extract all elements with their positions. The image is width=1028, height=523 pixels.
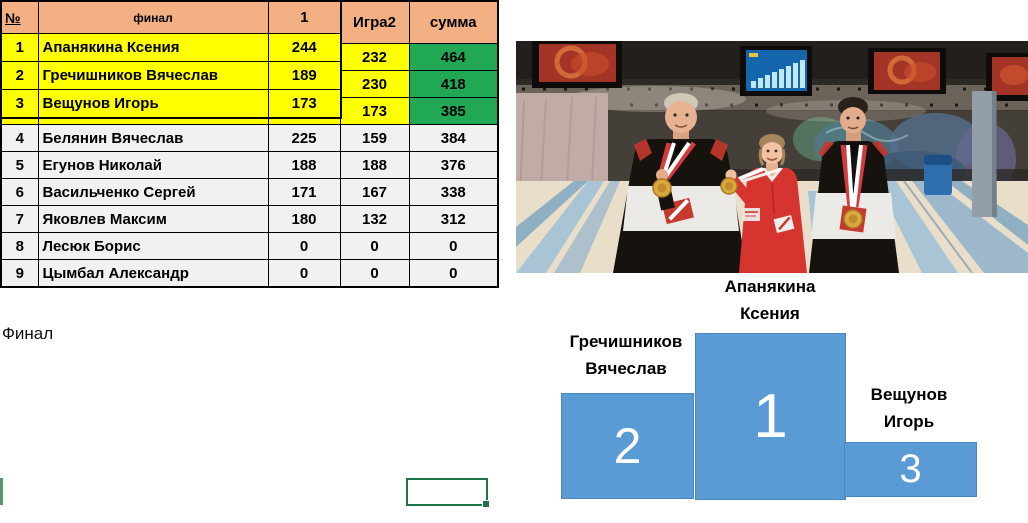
medalist-center xyxy=(720,134,807,273)
red-monitor-center xyxy=(868,48,946,94)
table-row: 8 Лесюк Борис 0 0 0 xyxy=(0,232,499,260)
cell-player[interactable]: Апанякина Ксения xyxy=(37,33,269,62)
cell-game2[interactable]: 173 xyxy=(339,97,410,125)
table-row: 4 Белянин Вячеслав 225 159 384 xyxy=(0,124,499,152)
cell-rank[interactable]: 8 xyxy=(0,232,39,260)
cell-sum[interactable]: 384 xyxy=(408,124,499,152)
final-section-label: Финал xyxy=(2,324,54,343)
medalist-left xyxy=(613,93,747,273)
cell-player[interactable]: Егунов Николай xyxy=(37,151,269,179)
cell-game2[interactable]: 159 xyxy=(339,124,410,152)
podium-rank-3: 3 xyxy=(899,447,922,491)
cell-player[interactable]: Васильченко Сергей xyxy=(37,178,269,206)
podium-first-line1: Апанякина xyxy=(724,277,816,296)
header-game2[interactable]: Игра2 xyxy=(339,0,410,44)
cell-rank[interactable]: 1 xyxy=(0,33,39,62)
podium-third-line2: Игорь xyxy=(883,412,935,431)
cell-rank[interactable]: 3 xyxy=(0,89,39,119)
cell-game1[interactable]: 188 xyxy=(267,151,341,179)
cell-game1[interactable]: 225 xyxy=(267,124,341,152)
podium-rank-2: 2 xyxy=(613,418,642,474)
red-monitor-left xyxy=(532,41,622,88)
podium-label-third: Вещунов Игорь xyxy=(829,381,989,435)
cell-player[interactable]: Белянин Вячеслав xyxy=(37,124,269,152)
cell-rank[interactable]: 6 xyxy=(0,178,39,206)
table-row: 7 Яковлев Максим 180 132 312 xyxy=(0,205,499,233)
podium-label-second: Гречишников Вячеслав xyxy=(546,328,706,382)
cell-player[interactable]: Гречишников Вячеслав xyxy=(37,61,269,90)
cell-score[interactable]: 189 xyxy=(267,61,342,90)
final-table: № финал 1 1 Апанякина Ксения 244 2 Гречи… xyxy=(0,0,342,119)
cell-game2[interactable]: 232 xyxy=(339,43,410,71)
cell-game2[interactable]: 132 xyxy=(339,205,410,233)
cell-sum[interactable]: 0 xyxy=(408,232,499,260)
cell-game2[interactable]: 188 xyxy=(339,151,410,179)
blue-score-monitor xyxy=(740,46,812,96)
cell-game1[interactable]: 0 xyxy=(267,232,341,260)
cell-score[interactable]: 173 xyxy=(267,89,342,119)
podium-label-first: Апанякина Ксения xyxy=(670,273,870,327)
active-cell-selection[interactable] xyxy=(406,478,490,508)
podium-second-line2: Вячеслав xyxy=(585,359,667,378)
cell-game2[interactable]: 0 xyxy=(339,259,410,288)
cell-sum[interactable]: 0 xyxy=(408,259,499,288)
cell-score[interactable]: 244 xyxy=(267,33,342,62)
winners-photo[interactable] xyxy=(516,41,1028,273)
podium-block-first[interactable]: 1 xyxy=(695,333,846,500)
podium-rank-1: 1 xyxy=(753,382,788,451)
cell-player[interactable]: Цымбал Александр xyxy=(37,259,269,288)
cell-rank[interactable]: 2 xyxy=(0,61,39,90)
cell-player[interactable]: Вещунов Игорь xyxy=(37,89,269,119)
cell-sum[interactable]: 338 xyxy=(408,178,499,206)
header-game1[interactable]: 1 xyxy=(267,0,342,34)
cell-rank[interactable]: 5 xyxy=(0,151,39,179)
cell-game2[interactable]: 230 xyxy=(339,70,410,98)
podium-block-third[interactable]: 3 xyxy=(844,442,977,497)
cell-rank[interactable]: 7 xyxy=(0,205,39,233)
table-row: 1 Апанякина Ксения 244 xyxy=(0,33,342,62)
podium-block-second[interactable]: 2 xyxy=(561,393,694,499)
cell-game2[interactable]: 0 xyxy=(339,232,410,260)
table-row: 5 Егунов Николай 188 188 376 xyxy=(0,151,499,179)
podium-second-line1: Гречишников xyxy=(569,332,683,351)
cell-sum[interactable]: 418 xyxy=(408,70,499,98)
cell-player[interactable]: Лесюк Борис xyxy=(37,232,269,260)
medalist-right xyxy=(809,97,899,273)
podium-third-line1: Вещунов xyxy=(870,385,948,404)
cell-game1[interactable]: 171 xyxy=(267,178,341,206)
cell-player[interactable]: Яковлев Максим xyxy=(37,205,269,233)
partial-selection-edge xyxy=(0,478,3,505)
cell-game1[interactable]: 0 xyxy=(267,259,341,288)
final-header-row: № финал 1 xyxy=(0,0,342,34)
cell-rank[interactable]: 9 xyxy=(0,259,39,288)
header-sum[interactable]: сумма xyxy=(408,0,499,44)
cell-game2[interactable]: 167 xyxy=(339,178,410,206)
cell-game1[interactable]: 180 xyxy=(267,205,341,233)
cell-sum[interactable]: 385 xyxy=(408,97,499,125)
fill-handle[interactable] xyxy=(482,500,490,508)
cell-sum[interactable]: 376 xyxy=(408,151,499,179)
podium-first-line2: Ксения xyxy=(740,304,800,323)
header-stage[interactable]: финал xyxy=(37,0,269,34)
cell-rank[interactable]: 4 xyxy=(0,124,39,152)
table-row: 6 Васильченко Сергей 171 167 338 xyxy=(0,178,499,206)
table-row: 3 Вещунов Игорь 173 xyxy=(0,89,342,119)
cell-sum[interactable]: 464 xyxy=(408,43,499,71)
table-row: 2 Гречишников Вячеслав 189 xyxy=(0,61,342,90)
table-row: 9 Цымбал Александр 0 0 0 xyxy=(0,259,499,288)
header-rank[interactable]: № xyxy=(0,0,39,34)
cell-sum[interactable]: 312 xyxy=(408,205,499,233)
